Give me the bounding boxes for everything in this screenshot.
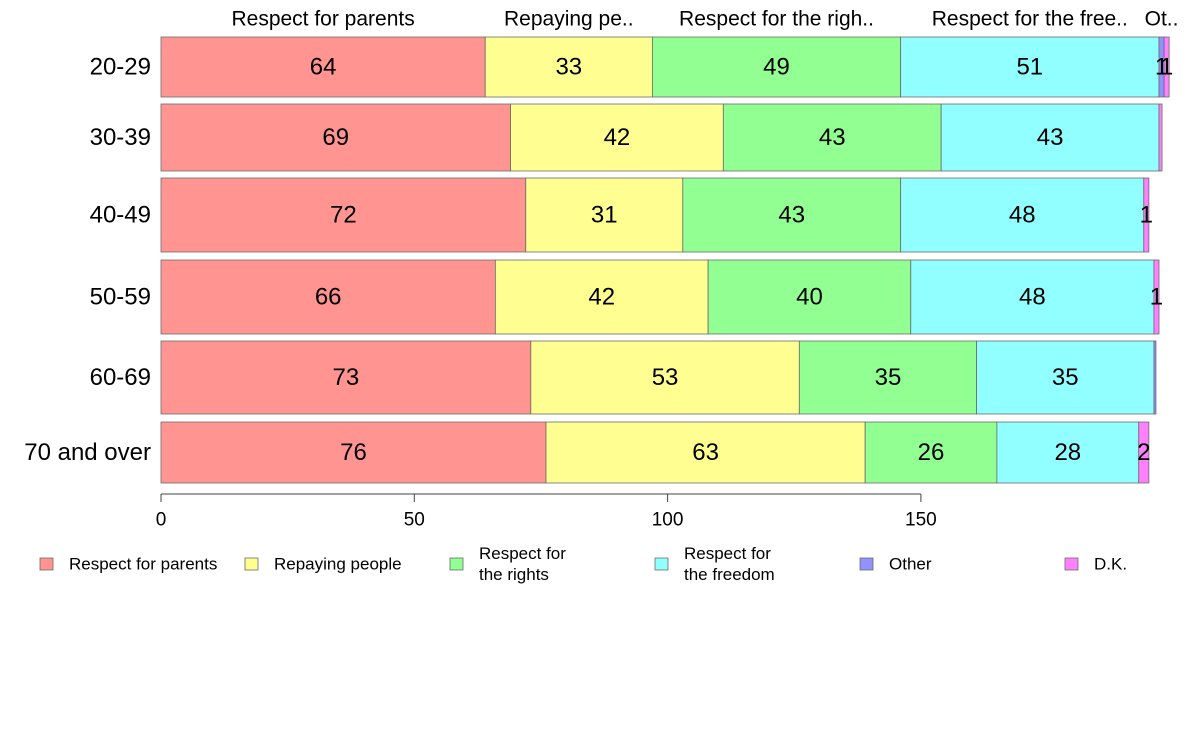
data-label: 28 xyxy=(1054,439,1081,466)
bar-segment xyxy=(652,36,902,98)
legend-swatch xyxy=(654,557,669,571)
bar-segment xyxy=(1153,340,1157,415)
data-label: 51 xyxy=(1016,54,1043,81)
x-tick-label: 0 xyxy=(156,510,167,531)
data-label: 42 xyxy=(604,124,631,151)
bar-segment xyxy=(1158,103,1163,172)
series-top-labels: Respect for parents Repaying pe.. Respect … xyxy=(231,8,1178,31)
data-label: 73 xyxy=(333,364,360,391)
data-label: 35 xyxy=(875,364,902,391)
legend-label: Other xyxy=(889,555,932,574)
data-label: 43 xyxy=(819,124,846,151)
x-tick-label: 50 xyxy=(404,510,425,531)
bar-segment xyxy=(996,421,1140,484)
data-label: 31 xyxy=(591,202,618,229)
data-label: 48 xyxy=(1019,284,1046,311)
legend-label: D.K. xyxy=(1094,555,1127,574)
x-tick-label: 100 xyxy=(652,510,684,531)
bar-segment xyxy=(910,259,1155,335)
data-label: 43 xyxy=(778,202,805,229)
bar-segment xyxy=(1143,177,1150,253)
data-label: 72 xyxy=(330,202,357,229)
bar-segment xyxy=(510,103,724,172)
data-label: 49 xyxy=(763,54,790,81)
legend-item: Repaying people xyxy=(244,555,402,574)
data-label: 66 xyxy=(315,284,342,311)
data-label: 35 xyxy=(1052,364,1079,391)
series-top-label: Repaying pe.. xyxy=(504,8,634,31)
data-label: 64 xyxy=(310,54,337,81)
bar-segment xyxy=(530,340,800,415)
bar-segment xyxy=(1138,421,1150,484)
legend-label: the freedom xyxy=(684,565,775,584)
legend-swatch xyxy=(244,557,259,571)
bar-segment xyxy=(976,340,1155,415)
bar-segment xyxy=(160,103,511,172)
legend-swatch xyxy=(1064,557,1079,571)
bar-segment xyxy=(1153,259,1160,335)
series-top-label: Respect for parents xyxy=(231,8,414,31)
bar-segment xyxy=(864,421,998,484)
legend-label: Respect for xyxy=(684,544,771,563)
legend-swatch xyxy=(39,557,54,571)
bar-segment xyxy=(798,340,978,415)
category-label: 60-69 xyxy=(90,364,151,391)
bar-segment xyxy=(160,177,527,253)
bar-segment xyxy=(545,421,866,484)
bar-segment xyxy=(484,36,653,98)
bar-segment xyxy=(160,421,547,484)
category-label: 70 and over xyxy=(24,439,151,466)
data-label: 2 xyxy=(1137,439,1150,466)
bar-segment xyxy=(1163,36,1170,98)
x-axis: 0 50 100 150 xyxy=(156,493,937,531)
data-label: 1 xyxy=(1150,284,1163,311)
data-label: 1 xyxy=(1160,54,1173,81)
legend-item: D.K. xyxy=(1064,555,1127,574)
category-label: 30-39 xyxy=(90,124,151,151)
legend-item: Respect for the freedom xyxy=(654,544,775,584)
bar-segment xyxy=(160,340,532,415)
legend-swatch xyxy=(449,557,464,571)
data-label: 48 xyxy=(1009,202,1036,229)
bar-segment xyxy=(722,103,942,172)
data-label: 40 xyxy=(796,284,823,311)
legend-swatch xyxy=(859,557,874,571)
series-top-label: Ot.. xyxy=(1145,8,1179,31)
data-label: 1 xyxy=(1140,202,1153,229)
data-label: 69 xyxy=(322,124,349,151)
data-label: 33 xyxy=(555,54,582,81)
bar-segment xyxy=(900,177,1145,253)
category-label: 50-59 xyxy=(90,284,151,311)
data-label: 43 xyxy=(1037,124,1064,151)
bar-segment xyxy=(682,177,902,253)
legend: Respect for parents Repaying people Respec… xyxy=(39,544,1127,584)
bar-segment xyxy=(494,259,709,335)
series-top-label: Respect for the righ.. xyxy=(679,8,874,31)
bar-segment xyxy=(900,36,1160,98)
data-label: 76 xyxy=(340,439,367,466)
category-label: 40-49 xyxy=(90,202,151,229)
legend-item: Respect for the rights xyxy=(449,544,566,584)
data-label: 53 xyxy=(652,364,679,391)
data-label: 63 xyxy=(692,439,719,466)
data-label: 26 xyxy=(918,439,945,466)
legend-label: Respect for xyxy=(479,544,566,563)
legend-label: Repaying people xyxy=(274,555,402,574)
bar-segment xyxy=(160,259,496,335)
legend-item: Respect for parents xyxy=(39,555,217,574)
category-axis-labels: 20-29 30-39 40-49 50-59 60-69 70 and over xyxy=(24,54,151,467)
legend-item: Other xyxy=(859,555,932,574)
series-top-label: Respect for the free.. xyxy=(932,8,1128,31)
legend-label: Respect for parents xyxy=(69,555,217,574)
legend-label: the rights xyxy=(479,565,549,584)
data-label: 42 xyxy=(588,284,615,311)
bar-segment xyxy=(160,36,486,98)
bar-segment xyxy=(525,177,684,253)
x-tick-label: 150 xyxy=(905,510,937,531)
category-label: 20-29 xyxy=(90,54,151,81)
bar-segment xyxy=(707,259,912,335)
